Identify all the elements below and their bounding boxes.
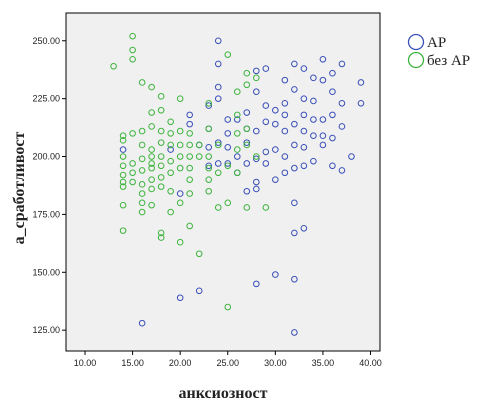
y-axis: 125.00 150.00 175.00 200.00 225.00 250.00 bbox=[32, 36, 66, 335]
x-tick-labels: 10.00 15.00 20.00 25.00 30.00 35.00 40.00 bbox=[74, 358, 382, 368]
y-tick-label: 150.00 bbox=[32, 267, 60, 277]
x-axis: 10.00 15.00 20.00 25.00 30.00 35.00 40.00 bbox=[74, 351, 382, 368]
y-tick-label: 125.00 bbox=[32, 325, 60, 335]
x-tick-label: 15.00 bbox=[121, 358, 144, 368]
x-tick-label: 10.00 bbox=[74, 358, 97, 368]
x-tick-label: 30.00 bbox=[264, 358, 287, 368]
x-ticks bbox=[85, 351, 370, 355]
y-ticks bbox=[62, 41, 66, 330]
legend-marker-ar bbox=[409, 35, 424, 50]
x-tick-label: 40.00 bbox=[359, 358, 382, 368]
x-tick-label: 25.00 bbox=[216, 358, 239, 368]
x-tick-label: 35.00 bbox=[312, 358, 335, 368]
legend-label-ar: АР bbox=[427, 35, 446, 51]
x-tick-label: 20.00 bbox=[169, 358, 192, 368]
legend-label-bez-ar: без АР bbox=[427, 53, 470, 69]
legend: АР без АР bbox=[409, 35, 471, 70]
y-axis-title: а_сработливост bbox=[11, 132, 28, 245]
y-tick-labels: 125.00 150.00 175.00 200.00 225.00 250.00 bbox=[32, 36, 60, 335]
legend-marker-bez-ar bbox=[409, 53, 424, 68]
y-tick-label: 225.00 bbox=[32, 94, 60, 104]
y-tick-label: 250.00 bbox=[32, 36, 60, 46]
y-tick-label: 200.00 bbox=[32, 152, 60, 162]
x-axis-title: анксиозност bbox=[179, 385, 268, 402]
y-tick-label: 175.00 bbox=[32, 209, 60, 219]
